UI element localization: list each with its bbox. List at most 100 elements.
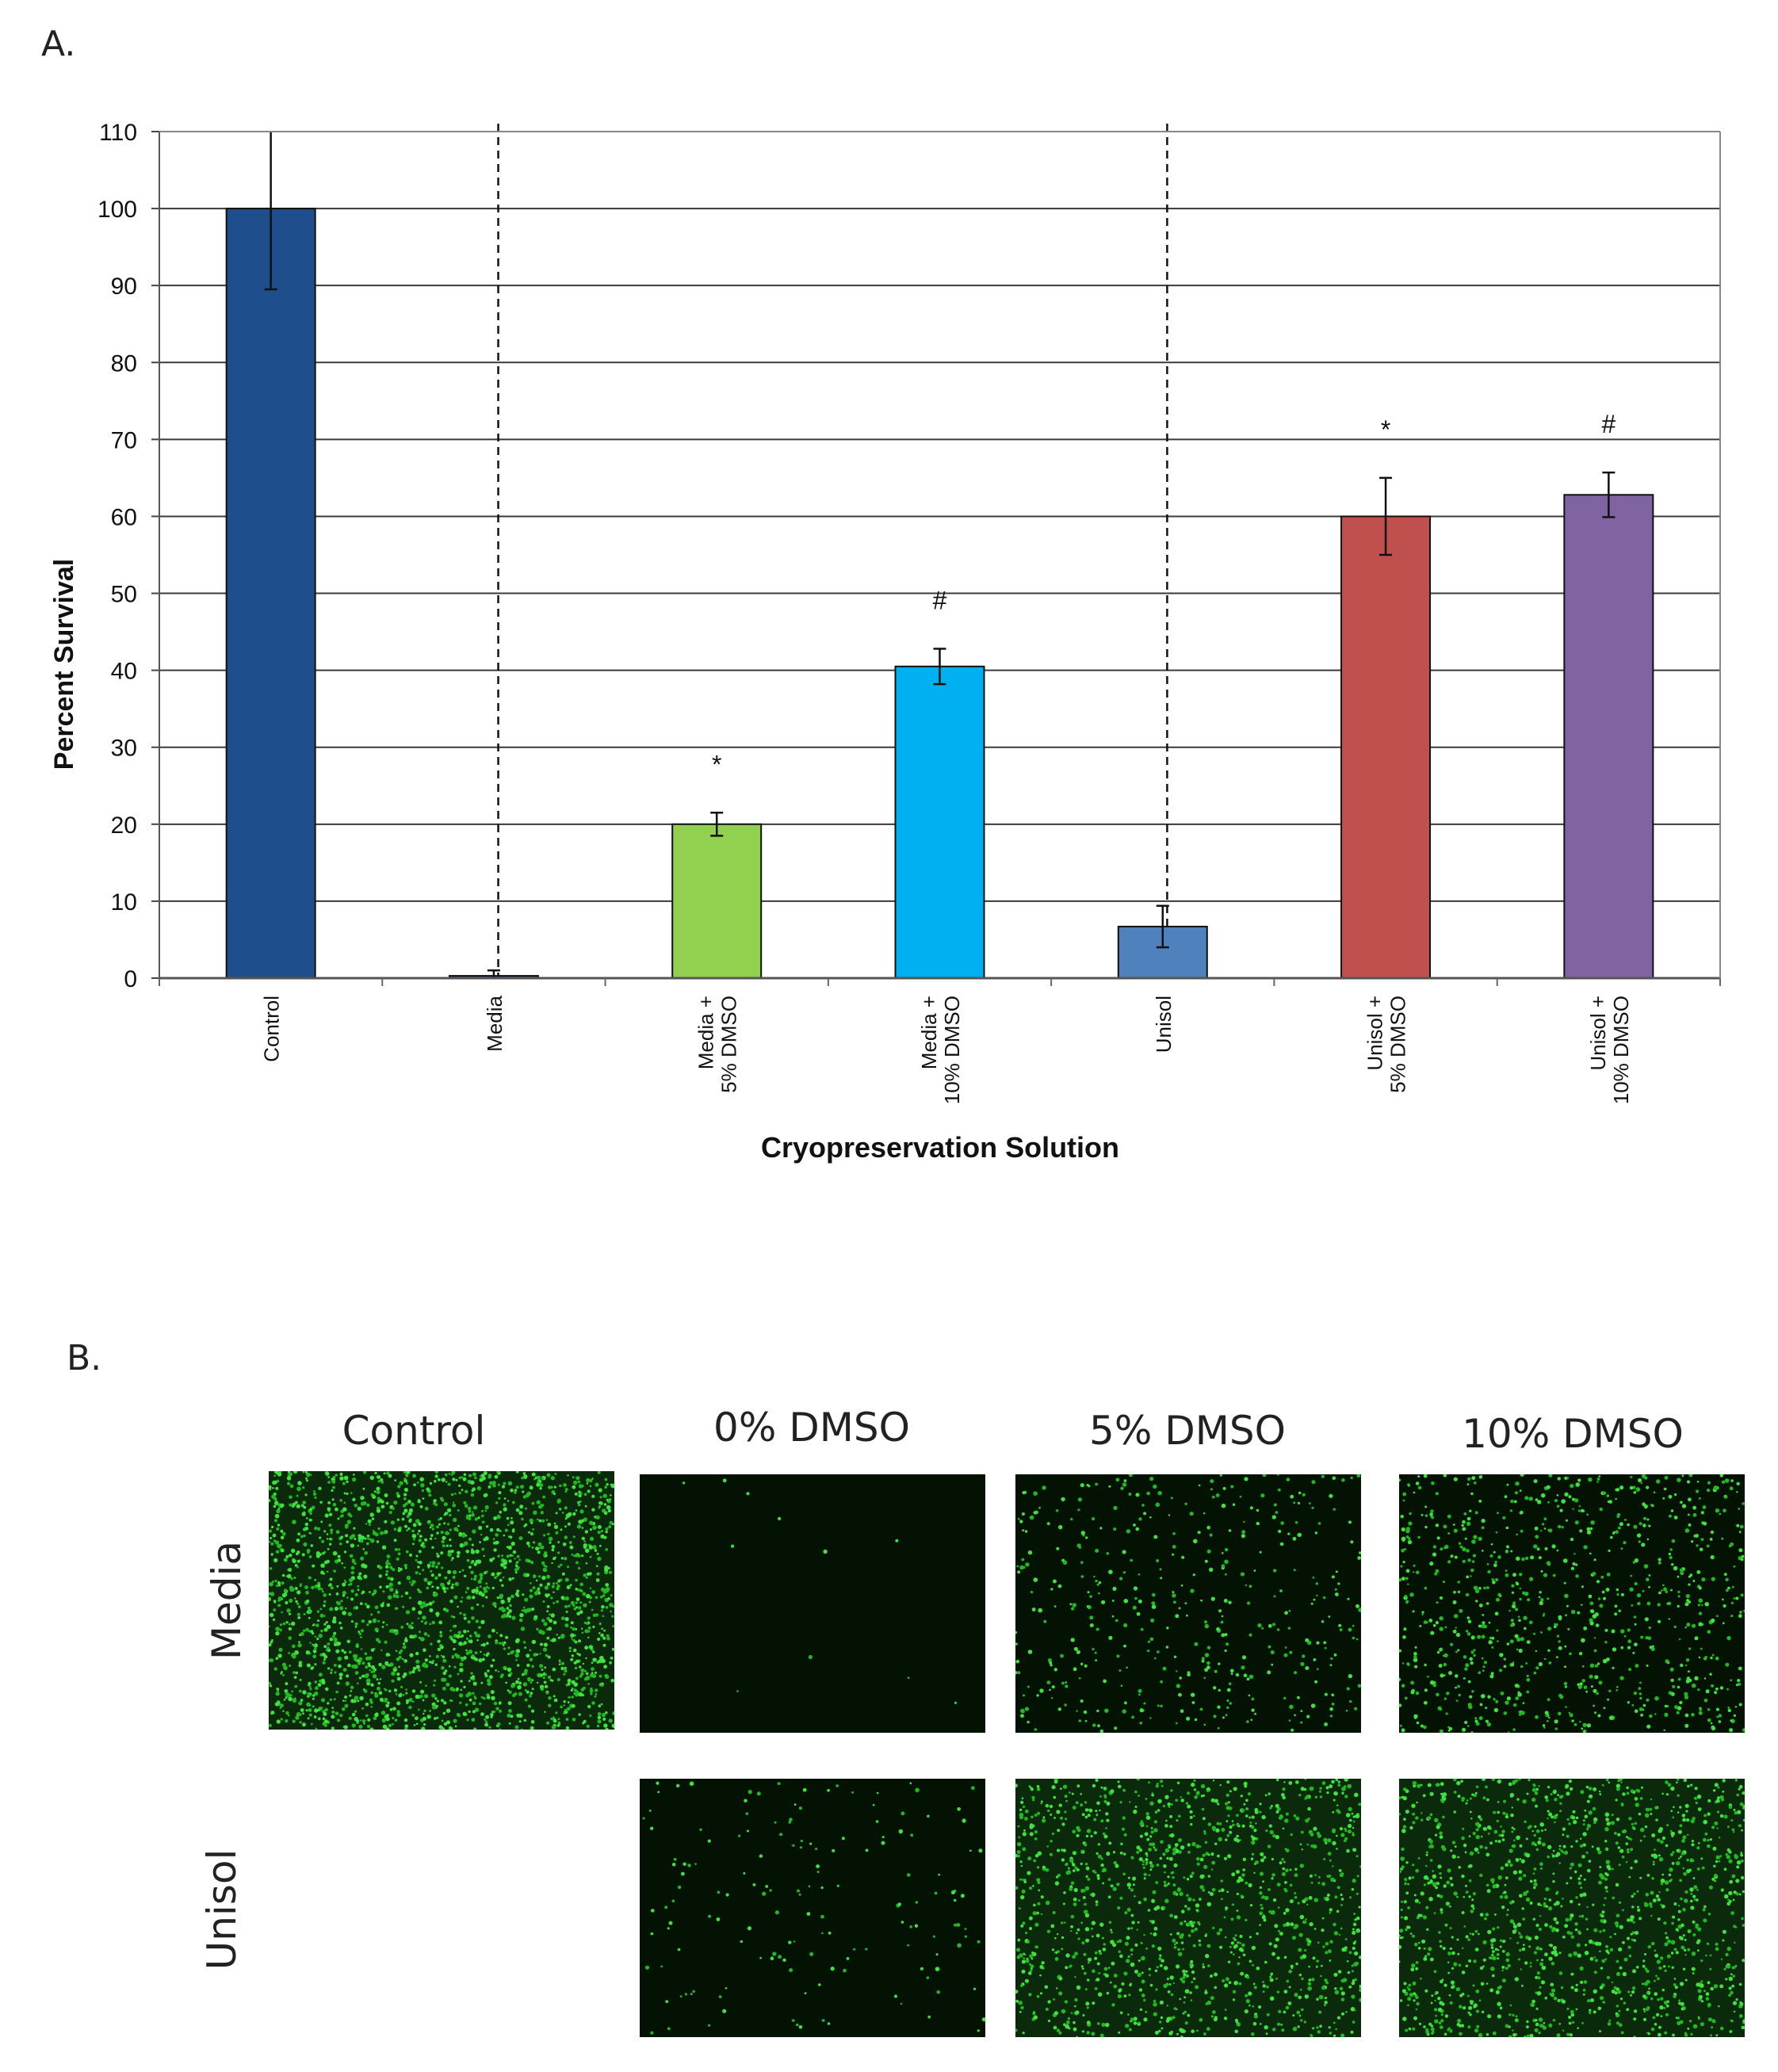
cell xyxy=(379,1585,382,1589)
cell xyxy=(1608,1549,1611,1552)
cell xyxy=(1271,1877,1274,1880)
cell xyxy=(1038,1889,1040,1891)
cell xyxy=(1338,1869,1342,1872)
cell xyxy=(1554,1499,1558,1503)
cell xyxy=(1138,1959,1141,1962)
cell xyxy=(415,1519,420,1523)
cell xyxy=(1036,1787,1041,1791)
cell xyxy=(1025,1931,1028,1935)
cell xyxy=(343,1475,349,1481)
cell xyxy=(378,1691,383,1695)
cell xyxy=(1575,1482,1580,1487)
cell xyxy=(1229,1790,1232,1793)
cell xyxy=(289,1484,294,1489)
cell xyxy=(277,1690,279,1692)
cell xyxy=(827,1788,830,1792)
cell xyxy=(1245,1918,1248,1921)
cell xyxy=(1325,1841,1328,1845)
cell xyxy=(395,1588,398,1592)
cell xyxy=(1191,1970,1195,1975)
cell xyxy=(1246,1720,1249,1723)
cell xyxy=(310,1630,314,1633)
cell xyxy=(373,1716,377,1721)
cell xyxy=(1143,2017,1148,2022)
cell xyxy=(1065,1818,1068,1821)
cell xyxy=(360,1501,365,1506)
micrograph-background xyxy=(1015,1474,1361,1733)
cell xyxy=(1495,1531,1498,1534)
cell xyxy=(442,1711,445,1715)
cell xyxy=(608,1525,612,1529)
cell xyxy=(1247,1792,1251,1796)
cell xyxy=(1703,1521,1707,1526)
cell xyxy=(319,1613,324,1618)
cell xyxy=(396,1676,401,1681)
cell xyxy=(432,1705,437,1710)
cell xyxy=(463,1543,466,1546)
cell xyxy=(1259,1871,1264,1876)
cell xyxy=(1138,1517,1142,1521)
cell xyxy=(1165,1982,1169,1986)
x-tick-label-line: Control xyxy=(260,996,284,1062)
cell xyxy=(546,1636,550,1640)
cell xyxy=(281,1573,285,1577)
cell xyxy=(1221,1633,1225,1638)
cell xyxy=(1681,1504,1687,1508)
cell xyxy=(459,1662,464,1667)
cell xyxy=(1180,2036,1183,2037)
cell xyxy=(314,1647,317,1650)
cell xyxy=(1073,1869,1076,1872)
cell xyxy=(1346,1960,1349,1963)
cell xyxy=(594,1549,598,1552)
cell xyxy=(398,1665,400,1669)
cell xyxy=(1250,1857,1254,1860)
cell xyxy=(1424,1700,1428,1705)
cell xyxy=(275,1486,279,1490)
cell xyxy=(1283,1887,1287,1891)
cell xyxy=(1520,1637,1524,1642)
cell xyxy=(1036,1911,1039,1915)
cell xyxy=(907,1944,909,1947)
cell xyxy=(430,1569,433,1573)
cell xyxy=(1294,1892,1297,1894)
cell xyxy=(1285,2005,1290,2010)
cell xyxy=(332,1550,338,1556)
cell xyxy=(1699,1547,1703,1552)
cell xyxy=(507,1523,510,1527)
cell xyxy=(1581,1679,1585,1683)
cell xyxy=(1289,1899,1294,1904)
cell xyxy=(1347,1783,1352,1789)
cell xyxy=(1326,1893,1330,1897)
cell xyxy=(521,1609,524,1612)
cell xyxy=(431,1564,435,1568)
cell xyxy=(1297,2025,1300,2028)
cell xyxy=(361,1592,363,1595)
cell xyxy=(1577,1478,1581,1482)
cell xyxy=(1491,1636,1495,1640)
cell xyxy=(330,1669,333,1672)
cell xyxy=(851,1791,854,1794)
cell xyxy=(495,1707,499,1711)
bar xyxy=(894,665,985,979)
cell xyxy=(400,1649,403,1653)
cell xyxy=(1095,1810,1098,1813)
cell xyxy=(1688,1583,1691,1586)
cell xyxy=(285,1621,289,1624)
cell xyxy=(305,1477,308,1480)
cell xyxy=(377,1681,380,1685)
cell xyxy=(458,1484,461,1487)
cell xyxy=(465,1703,468,1707)
cell xyxy=(573,1480,578,1485)
cell xyxy=(1548,1528,1553,1533)
cell xyxy=(1736,1523,1740,1527)
cell xyxy=(423,1604,427,1608)
cell xyxy=(499,1572,502,1574)
cell xyxy=(1155,1502,1160,1508)
cell xyxy=(1658,1558,1661,1562)
cell xyxy=(1524,1627,1527,1630)
cell xyxy=(1533,1544,1538,1549)
cell xyxy=(355,1718,360,1723)
cell xyxy=(1143,1872,1147,1876)
cell xyxy=(332,1634,335,1638)
cell xyxy=(505,1681,508,1684)
